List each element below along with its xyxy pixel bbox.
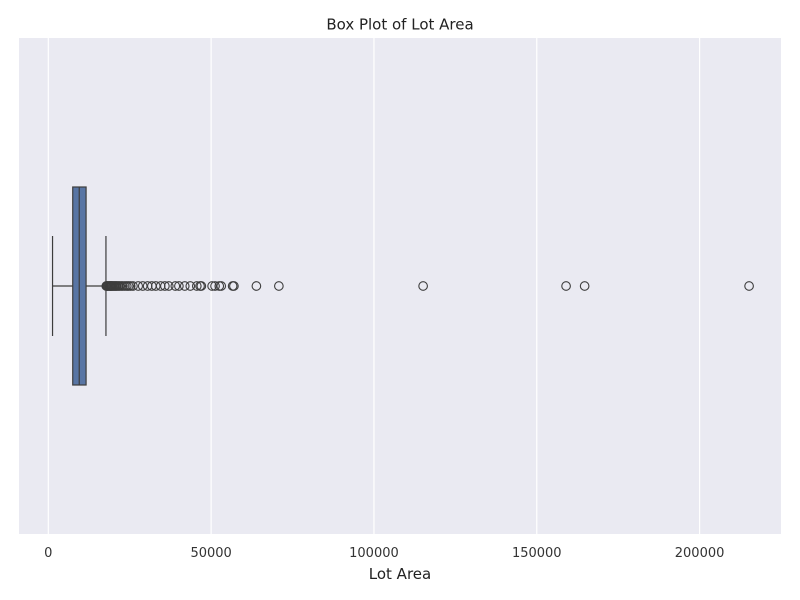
- outlier-point: [128, 281, 138, 291]
- outlier-point: [185, 281, 196, 291]
- outlier-point: [174, 281, 184, 291]
- outlier-point: [125, 281, 136, 291]
- plot-area: [19, 38, 781, 534]
- outlier-point: [163, 281, 174, 291]
- x-tick-label: 150000: [512, 546, 562, 561]
- outlier-point: [160, 281, 170, 291]
- outlier-point: [418, 281, 428, 291]
- x-tick-label: 100000: [349, 546, 399, 561]
- outlier-point: [744, 281, 754, 291]
- chart-title: Box Plot of Lot Area: [326, 16, 473, 34]
- outlier-point: [196, 281, 207, 291]
- outlier-point: [133, 281, 144, 291]
- outlier-point: [216, 281, 227, 291]
- outlier-point: [191, 281, 202, 291]
- outlier-points: [101, 281, 754, 291]
- box-plot: [51, 186, 107, 386]
- outlier-point: [179, 281, 190, 291]
- x-tick-label: 200000: [675, 546, 725, 561]
- outlier-point: [251, 281, 262, 291]
- x-axis-ticks: 0 50000 100000 150000 200000: [44, 546, 724, 561]
- outlier-point: [561, 281, 571, 291]
- x-tick-label: 50000: [190, 546, 231, 561]
- outlier-point: [170, 281, 181, 291]
- outlier-point: [579, 281, 590, 291]
- outlier-point: [210, 281, 220, 291]
- outlier-point: [274, 281, 284, 291]
- x-axis-label: Lot Area: [369, 565, 431, 583]
- outlier-point: [229, 281, 239, 291]
- x-tick-label: 0: [44, 546, 52, 561]
